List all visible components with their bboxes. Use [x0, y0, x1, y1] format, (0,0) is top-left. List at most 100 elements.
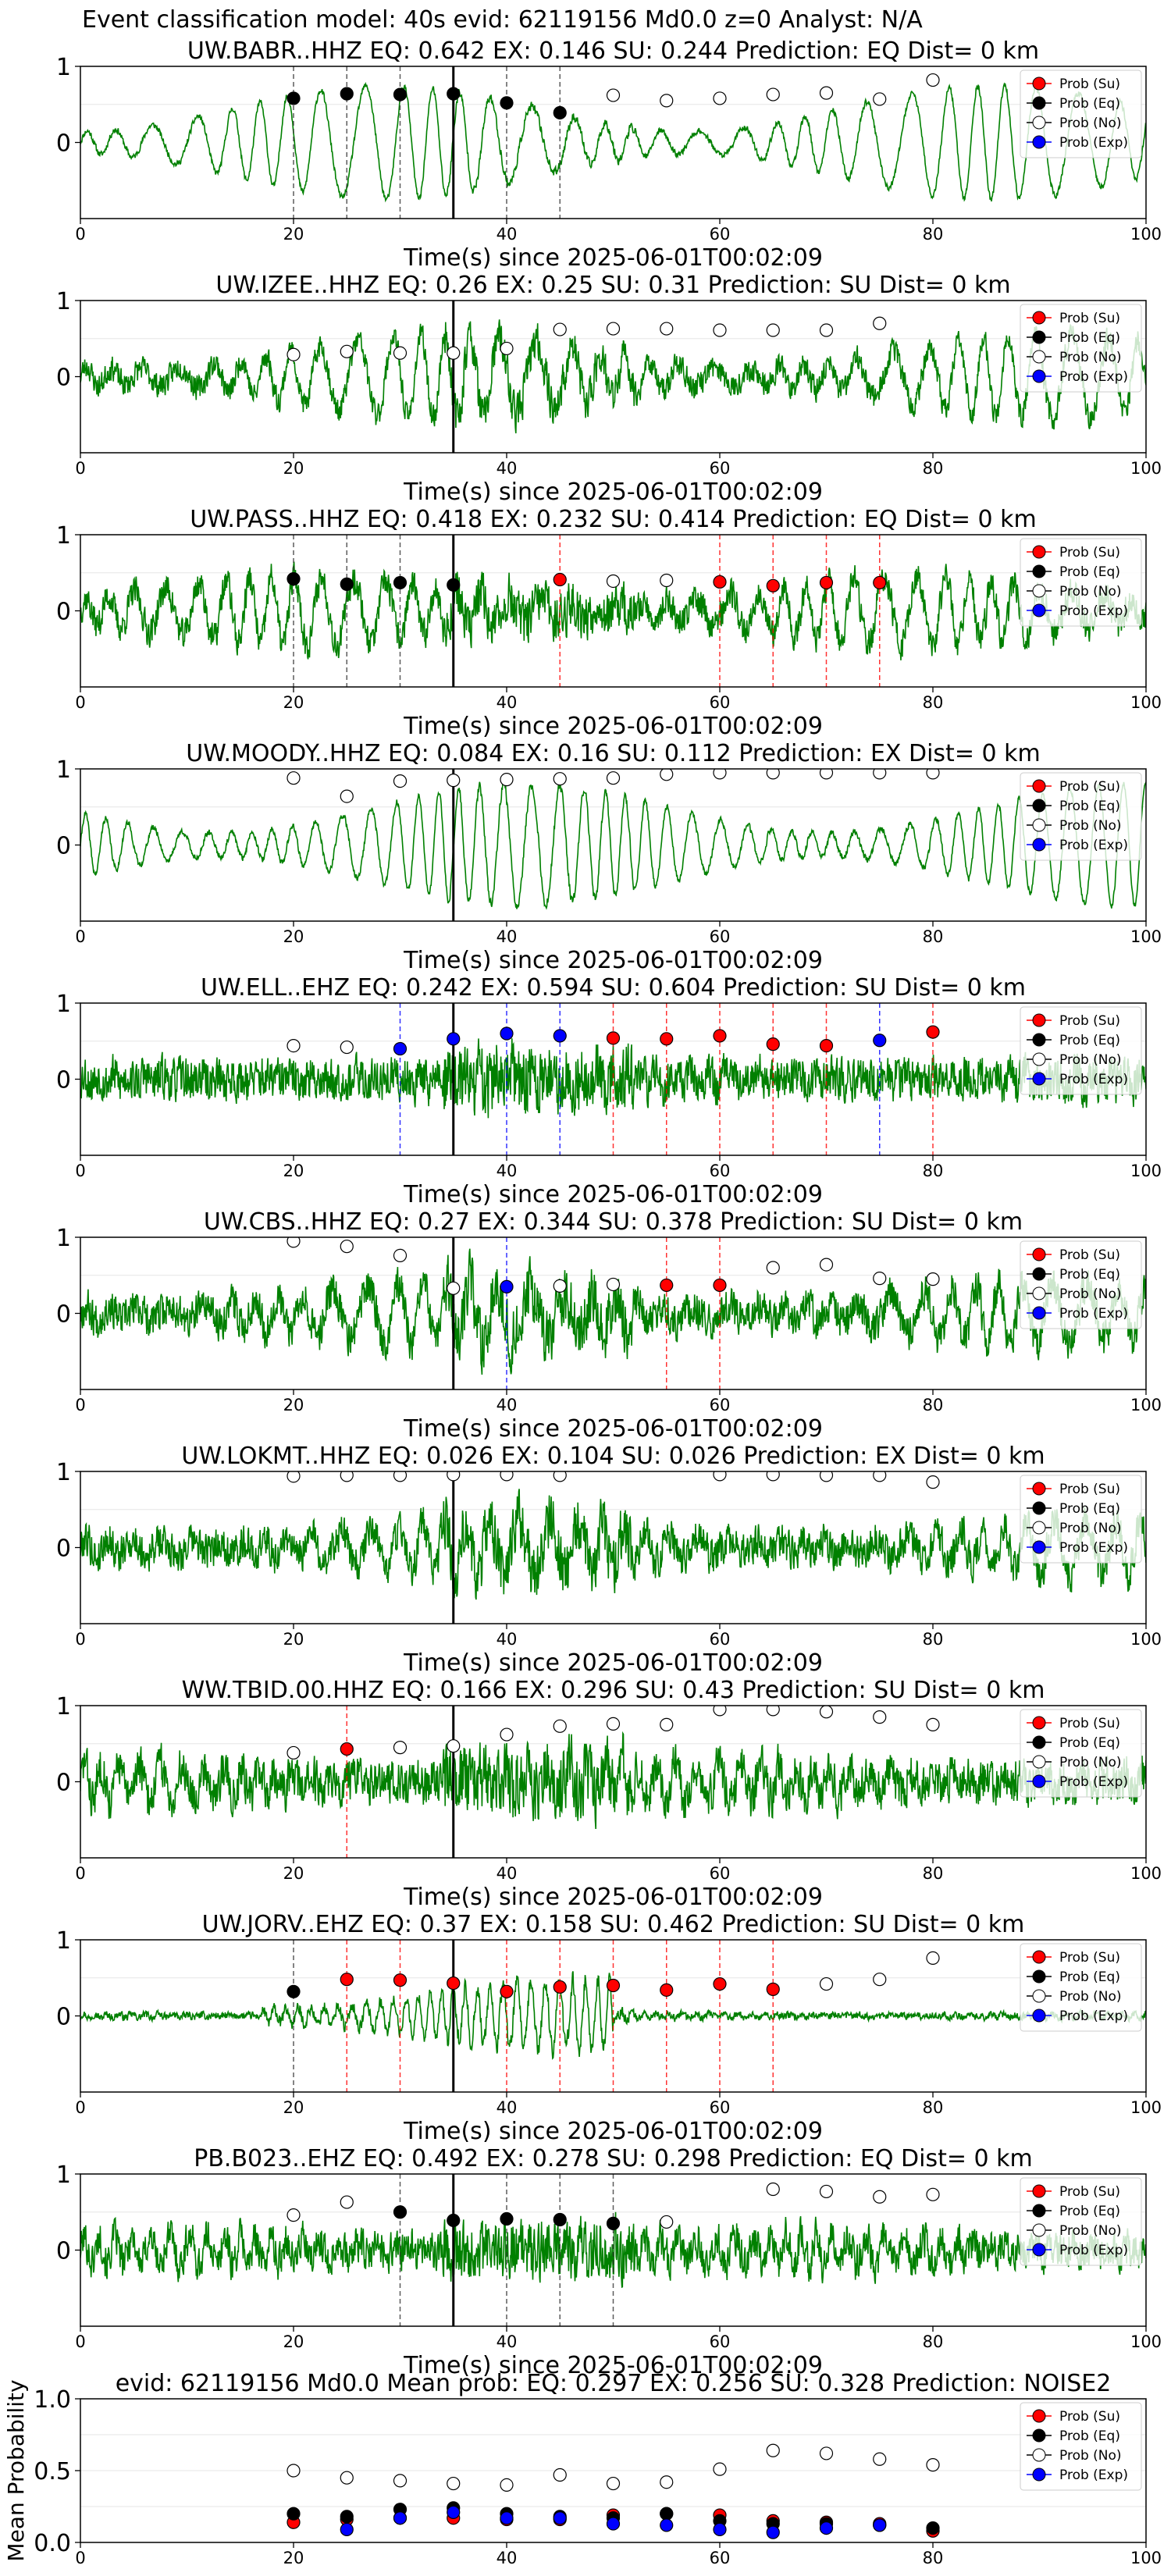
legend-marker — [1032, 76, 1046, 91]
probability-point — [553, 572, 567, 587]
x-tick-label: 60 — [710, 693, 731, 712]
station-panel: UW.IZEE..HHZ EQ: 0.26 EX: 0.25 SU: 0.31 … — [56, 272, 1162, 506]
legend-marker — [1032, 779, 1046, 793]
legend-box — [1020, 538, 1142, 627]
legend-marker — [1032, 799, 1046, 813]
x-tick-label: 20 — [283, 927, 304, 946]
station-panel: UW.BABR..HHZ EQ: 0.642 EX: 0.146 SU: 0.2… — [56, 37, 1162, 272]
probability-point — [340, 789, 354, 803]
probability-point — [766, 2182, 780, 2197]
probability-point — [713, 1706, 727, 1717]
legend-entry: Prob (Exp) — [1059, 2243, 1128, 2258]
mean-probability-point — [926, 2521, 940, 2535]
probability-point — [393, 774, 408, 788]
x-tick-label: 80 — [923, 1864, 944, 1883]
probability-point — [500, 341, 514, 356]
probability-point — [660, 322, 674, 336]
x-tick-label: 100 — [1130, 2549, 1162, 2567]
legend-marker — [1032, 2243, 1046, 2257]
y-tick-label: 0 — [56, 2238, 71, 2265]
x-tick-label: 0 — [75, 459, 85, 478]
probability-point — [447, 774, 461, 788]
x-tick-label: 100 — [1130, 2098, 1162, 2117]
probability-point — [340, 1742, 354, 1756]
probability-point — [500, 1727, 514, 1742]
legend-entry: Prob (No) — [1059, 1989, 1122, 2005]
probability-point — [606, 574, 621, 589]
probability-point — [873, 1272, 887, 1286]
y-tick-label: 1 — [56, 54, 71, 81]
mean-probability-point — [500, 2478, 514, 2492]
y-tick-label: 0 — [56, 1535, 71, 1563]
x-tick-label: 0 — [75, 927, 85, 946]
x-tick-label: 0 — [75, 1630, 85, 1649]
probability-point — [873, 1710, 887, 1724]
legend-marker — [1032, 2467, 1046, 2482]
legend-box — [1020, 2402, 1142, 2491]
legend-marker — [1032, 1735, 1046, 1749]
legend-entry: Prob (Exp) — [1059, 369, 1128, 385]
x-tick-label: 0 — [75, 693, 85, 712]
y-tick-label: 0 — [56, 599, 71, 626]
probability-point — [819, 1038, 834, 1053]
legend-marker — [1032, 1521, 1046, 1535]
y-tick-label: 0 — [56, 833, 71, 860]
legend-entry: Prob (Su) — [1059, 76, 1120, 92]
panel-title: UW.IZEE..HHZ EQ: 0.26 EX: 0.25 SU: 0.31 … — [215, 272, 1010, 299]
x-tick-label: 40 — [497, 693, 518, 712]
legend-entry: Prob (No) — [1059, 584, 1122, 600]
plot-area — [80, 1471, 1146, 1624]
probability-point — [393, 1973, 408, 1987]
x-tick-label: 40 — [497, 1864, 518, 1883]
x-tick-label: 20 — [283, 1162, 304, 1180]
x-tick-label: 100 — [1130, 459, 1162, 478]
probability-point — [926, 1025, 940, 1039]
station-panel: UW.ELL..EHZ EQ: 0.242 EX: 0.594 SU: 0.60… — [56, 974, 1162, 1208]
x-tick-label: 100 — [1130, 1864, 1162, 1883]
probability-point — [819, 323, 834, 337]
legend-box — [1020, 1709, 1142, 1798]
station-panel: UW.LOKMT..HHZ EQ: 0.026 EX: 0.104 SU: 0.… — [56, 1443, 1162, 1677]
y-tick-label: 1 — [56, 2161, 71, 2189]
legend-entry: Prob (Exp) — [1059, 1540, 1128, 1556]
probability-point — [553, 1980, 567, 1994]
probability-point — [766, 1261, 780, 1275]
probability-point — [926, 2187, 940, 2201]
probability-point — [660, 2215, 674, 2229]
probability-point — [606, 1717, 621, 1731]
probability-point — [873, 769, 887, 780]
probability-point — [393, 346, 408, 360]
legend-marker — [1032, 2008, 1046, 2023]
probability-point — [766, 87, 780, 101]
probability-point — [447, 1471, 461, 1482]
probability-point — [287, 91, 301, 105]
waveform-trace — [80, 2211, 1146, 2289]
probability-point — [766, 323, 780, 337]
mean-probability-point — [713, 2462, 727, 2476]
panel-title: UW.PASS..HHZ EQ: 0.418 EX: 0.232 SU: 0.4… — [190, 506, 1037, 533]
legend-entry: Prob (Su) — [1059, 311, 1120, 326]
mean-probability-point — [660, 2475, 674, 2489]
probability-point — [553, 1029, 567, 1043]
legend-marker — [1032, 116, 1046, 130]
y-tick-label: 0 — [56, 365, 71, 392]
probability-point — [819, 1976, 834, 1991]
probability-point — [660, 769, 674, 781]
x-tick-label: 40 — [497, 1162, 518, 1180]
x-tick-label: 40 — [497, 1396, 518, 1414]
probability-point — [713, 91, 727, 105]
legend-marker — [1032, 818, 1046, 832]
legend-entry: Prob (Su) — [1059, 2184, 1120, 2200]
panel-title: evid: 62119156 Md0.0 Mean prob: EQ: 0.29… — [116, 2370, 1112, 2397]
legend-box — [1020, 1240, 1142, 1329]
plot-area — [80, 1940, 1146, 2092]
y-tick-label: 0 — [56, 1067, 71, 1094]
legend-entry: Prob (Eq) — [1059, 330, 1120, 346]
x-tick-label: 100 — [1130, 225, 1162, 244]
probability-point — [926, 1951, 940, 1965]
probability-point — [553, 1471, 567, 1482]
plot-area — [287, 2443, 940, 2539]
probability-point — [447, 346, 461, 360]
legend-marker — [1032, 330, 1046, 344]
